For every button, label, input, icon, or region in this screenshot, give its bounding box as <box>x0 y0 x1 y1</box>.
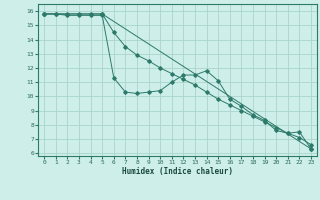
X-axis label: Humidex (Indice chaleur): Humidex (Indice chaleur) <box>122 167 233 176</box>
